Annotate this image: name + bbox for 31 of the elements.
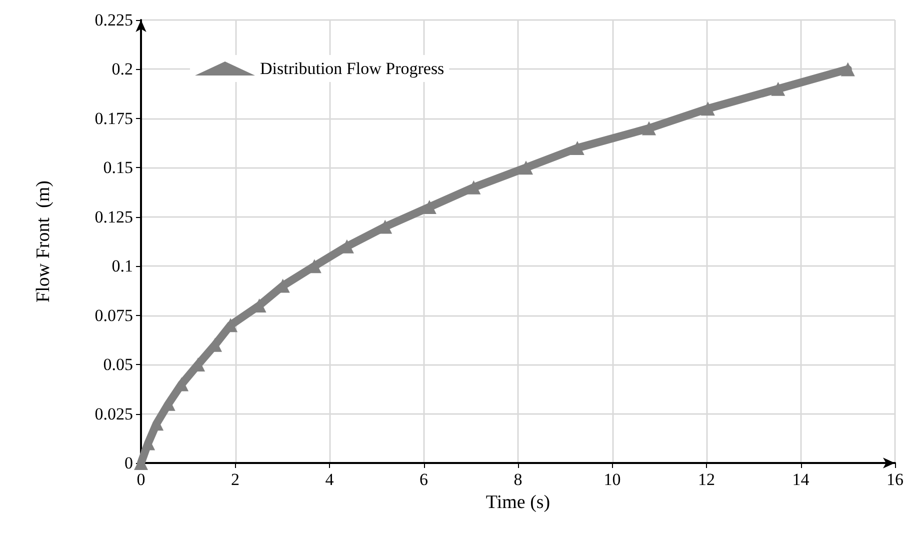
y-tick-label: 0 <box>124 454 133 472</box>
x-tick-label: 12 <box>698 470 715 489</box>
point <box>642 121 656 136</box>
x-tick-label: 2 <box>231 470 240 489</box>
x-tick-label: 0 <box>136 470 146 489</box>
point <box>422 200 436 214</box>
point <box>771 82 786 96</box>
x-tick-label: 16 <box>886 470 904 489</box>
y-tick-label: 0.15 <box>103 158 133 178</box>
point <box>700 102 715 116</box>
x-tick-label: 14 <box>792 470 810 489</box>
y-tick-label: 0.025 <box>94 404 133 424</box>
y-tick-label: 0.125 <box>94 207 133 226</box>
y-tick-label: 0.075 <box>94 306 133 325</box>
point <box>378 220 392 234</box>
y-tick-label: 0.225 <box>94 10 133 30</box>
point <box>570 140 584 155</box>
point <box>840 62 855 76</box>
y-axis-title: Flow Front (m) <box>33 180 54 302</box>
x-tick-label: 8 <box>514 470 522 489</box>
x-tick-label: 10 <box>604 470 621 489</box>
y-tick-label: 0.2 <box>112 60 133 79</box>
point <box>519 160 534 175</box>
point <box>466 180 481 194</box>
y-tick-label: 0.05 <box>103 355 133 374</box>
legend-label: Distribution Flow Progress <box>260 59 444 78</box>
x-tick-label: 4 <box>325 470 334 489</box>
x-tick-label: 6 <box>420 470 428 489</box>
x-axis-title: Time (s) <box>486 492 550 513</box>
y-tick-label: 0.175 <box>94 108 133 128</box>
y-tick-label: 0.1 <box>112 256 133 276</box>
